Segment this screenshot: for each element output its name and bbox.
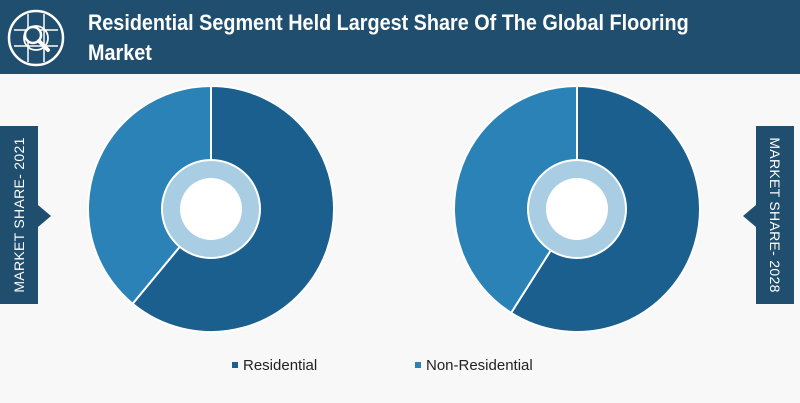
- donut-chart-2021: [87, 84, 335, 333]
- side-label-2021: MARKET SHARE- 2021: [11, 137, 27, 293]
- slice-non-residential: [87, 84, 212, 306]
- side-label-2028: MARKET SHARE- 2028: [767, 137, 783, 293]
- legend-label-non-residential: Non-Residential: [426, 356, 533, 374]
- header-bar: Residential Segment Held Largest Share O…: [0, 0, 800, 74]
- legend-item-non-residential: Non-Residential: [415, 355, 533, 375]
- slice-non-residential: [453, 84, 578, 315]
- legend-swatch-non-residential: [415, 362, 421, 368]
- side-tab-2028-arrow: [743, 205, 756, 227]
- legend-swatch-residential: [232, 362, 238, 368]
- globe-magnifier-icon: [7, 9, 65, 67]
- legend-item-residential: Residential: [232, 355, 317, 375]
- donut-chart-2028: [453, 84, 701, 333]
- donut-hole: [180, 178, 242, 240]
- side-tab-2028: [756, 126, 794, 304]
- side-tab-2021: [0, 126, 38, 304]
- side-tab-2021-arrow: [38, 205, 51, 227]
- donut-hole: [546, 178, 608, 240]
- page-title: Residential Segment Held Largest Share O…: [88, 10, 689, 65]
- legend-label-residential: Residential: [243, 356, 318, 374]
